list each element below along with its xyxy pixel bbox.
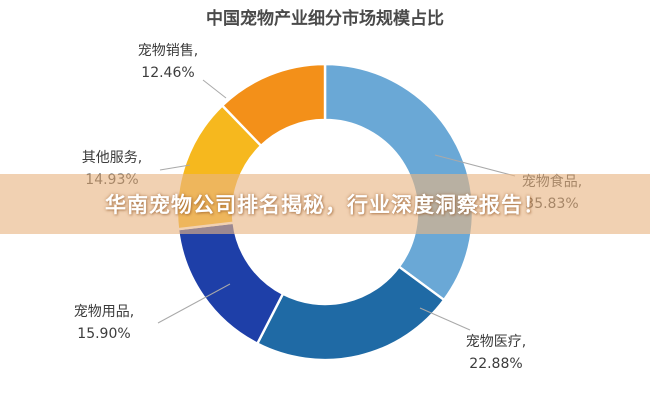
leader-line-2 bbox=[419, 307, 471, 331]
slice-5 bbox=[220, 62, 327, 148]
slices-layer bbox=[175, 62, 475, 362]
slice-3 bbox=[176, 221, 285, 346]
slice-1 bbox=[323, 62, 475, 302]
slice-name-label-5: 宠物销售, bbox=[138, 43, 198, 59]
slice-name-label-3: 宠物用品, bbox=[74, 304, 134, 320]
leader-line-4 bbox=[159, 164, 191, 171]
slice-name-label-2: 宠物医疗, bbox=[466, 334, 526, 350]
slice-name-label-4: 其他服务, bbox=[82, 150, 142, 166]
slice-value-label-2: 22.88% bbox=[469, 356, 522, 372]
leader-line-1 bbox=[434, 154, 516, 177]
leader-line-5 bbox=[202, 79, 227, 99]
leader-line-3 bbox=[157, 283, 231, 324]
slice-2 bbox=[255, 264, 446, 362]
slice-value-label-5: 12.46% bbox=[141, 65, 194, 81]
headline-banner: 华南宠物公司排名揭秘，行业深度洞察报告！ bbox=[0, 174, 650, 234]
headline-text: 华南宠物公司排名揭秘，行业深度洞察报告！ bbox=[105, 193, 545, 217]
chart-title: 中国宠物产业细分市场规模占比 bbox=[206, 8, 444, 29]
slice-value-label-3: 15.90% bbox=[77, 326, 130, 342]
